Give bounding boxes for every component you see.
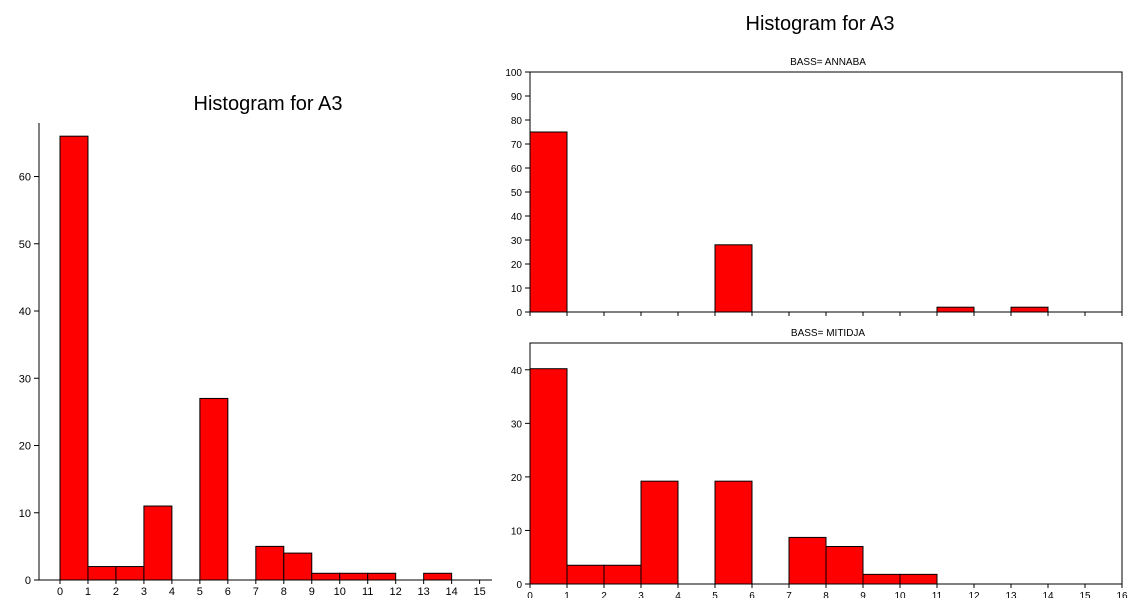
left-x-tick-label: 12 [390, 586, 402, 598]
mitidja-bar-0 [529, 368, 568, 585]
left-bar-5 [199, 397, 229, 581]
left-y-tick-label: 20 [19, 441, 31, 453]
left-y-tick-label: 40 [19, 306, 31, 318]
mitidja-x-tick-label: 10 [894, 591, 906, 598]
left-x-tick-label: 6 [225, 586, 231, 598]
mitidja-x-tick-label: 14 [1042, 591, 1054, 598]
left-bar-1 [87, 566, 117, 581]
mitidja-x-tick-label: 2 [601, 591, 607, 598]
left-y-tick-label: 0 [25, 575, 31, 587]
mitidja-bar-3 [640, 480, 679, 585]
left-x-ticks: 0 1 2 3 4 5 6 7 8 9 10 11 12 13 14 15 [57, 580, 486, 598]
mitidja-panel-title: BASS= MITIDJA [791, 328, 866, 339]
mitidja-y-tick-label: 0 [516, 580, 522, 591]
annaba-panel: BASS= ANNABA 0 10 20 30 40 50 60 70 80 90 100 [505, 57, 1123, 319]
annaba-panel-frame [529, 71, 1123, 313]
left-x-tick-label: 13 [418, 586, 430, 598]
left-x-tick-label: 4 [169, 586, 175, 598]
annaba-y-tick-label: 0 [516, 308, 522, 319]
annaba-y-tick-label: 70 [511, 140, 523, 151]
mitidja-y-tick-label: 20 [511, 473, 523, 484]
left-bar-8 [283, 552, 313, 581]
mitidja-x-tick-label: 7 [786, 591, 792, 598]
left-x-tick-label: 7 [253, 586, 259, 598]
annaba-bars [529, 131, 1049, 313]
annaba-bar-11 [936, 306, 975, 313]
mitidja-x-tick-label: 8 [823, 591, 829, 598]
left-x-tick-label: 3 [141, 586, 147, 598]
left-x-tick-label: 10 [334, 586, 346, 598]
left-bar-3 [143, 505, 173, 581]
mitidja-bar-5 [714, 480, 753, 585]
annaba-y-tick-label: 90 [511, 92, 523, 103]
mitidja-x-tick-label: 6 [749, 591, 755, 598]
left-y-tick-label: 50 [19, 239, 31, 251]
mitidja-x-tick-label: 11 [932, 591, 943, 598]
mitidja-x-ticks: 0 1 2 3 4 5 6 7 8 9 10 11 12 13 14 15 16 [527, 584, 1128, 598]
left-bar-7 [255, 545, 285, 581]
mitidja-y-ticks: 0 10 20 30 40 [511, 366, 530, 591]
annaba-y-tick-label: 40 [511, 212, 523, 223]
left-x-tick-label: 1 [85, 586, 91, 598]
annaba-y-tick-label: 80 [511, 116, 523, 127]
annaba-y-tick-label: 100 [505, 68, 522, 79]
mitidja-x-tick-label: 3 [638, 591, 644, 598]
left-chart-title: Histogram for A3 [194, 93, 343, 115]
left-bar-10 [339, 572, 369, 581]
annaba-bar-5 [714, 244, 753, 313]
annaba-y-tick-label: 30 [511, 236, 523, 247]
left-y-ticks: 0 10 20 30 40 50 60 [19, 172, 39, 587]
annaba-bar-13 [1010, 306, 1049, 313]
annaba-y-tick-label: 20 [511, 260, 523, 271]
left-x-tick-label: 8 [281, 586, 287, 598]
left-y-tick-label: 30 [19, 373, 31, 385]
annaba-y-tick-label: 50 [511, 188, 523, 199]
mitidja-x-tick-label: 15 [1079, 591, 1091, 598]
left-bar-9 [311, 572, 341, 581]
left-bar-0 [59, 135, 89, 581]
mitidja-bar-10 [899, 573, 938, 585]
mitidja-bar-8 [825, 546, 864, 585]
left-x-tick-label: 5 [197, 586, 203, 598]
left-x-tick-label: 9 [309, 586, 315, 598]
left-x-tick-label: 14 [446, 586, 458, 598]
mitidja-x-tick-label: 13 [1005, 591, 1017, 598]
mitidja-x-tick-label: 16 [1116, 591, 1128, 598]
mitidja-bar-2 [603, 564, 642, 585]
left-y-tick-label: 10 [19, 508, 31, 520]
mitidja-bar-9 [862, 573, 901, 585]
mitidja-x-tick-label: 1 [564, 591, 570, 598]
annaba-bar-0 [529, 131, 568, 313]
left-bar-13 [423, 572, 453, 581]
mitidja-bar-1 [566, 564, 605, 585]
mitidja-y-tick-label: 10 [511, 526, 523, 537]
left-x-tick-label: 11 [362, 586, 373, 598]
left-x-tick-label: 0 [57, 586, 63, 598]
mitidja-x-tick-label: 12 [968, 591, 980, 598]
annaba-y-tick-label: 10 [511, 284, 523, 295]
mitidja-x-tick-label: 5 [712, 591, 718, 598]
right-chart-title: Histogram for A3 [746, 13, 895, 35]
annaba-y-ticks: 0 10 20 30 40 50 60 70 80 90 100 [505, 68, 530, 319]
mitidja-x-tick-label: 4 [675, 591, 681, 598]
left-bars [59, 135, 453, 581]
mitidja-y-tick-label: 40 [511, 366, 523, 377]
mitidja-y-tick-label: 30 [511, 419, 523, 430]
left-x-tick-label: 2 [113, 586, 119, 598]
mitidja-bar-7 [788, 536, 827, 585]
left-x-tick-label: 15 [473, 586, 485, 598]
mitidja-bars [529, 368, 938, 585]
annaba-x-ticks [529, 312, 1123, 316]
mitidja-x-tick-label: 9 [860, 591, 866, 598]
left-y-tick-label: 60 [19, 172, 31, 184]
left-bar-2 [115, 566, 145, 581]
left-bar-11 [367, 572, 397, 581]
mitidja-x-tick-label: 0 [527, 591, 533, 598]
annaba-y-tick-label: 60 [511, 164, 523, 175]
annaba-panel-title: BASS= ANNABA [790, 57, 866, 68]
